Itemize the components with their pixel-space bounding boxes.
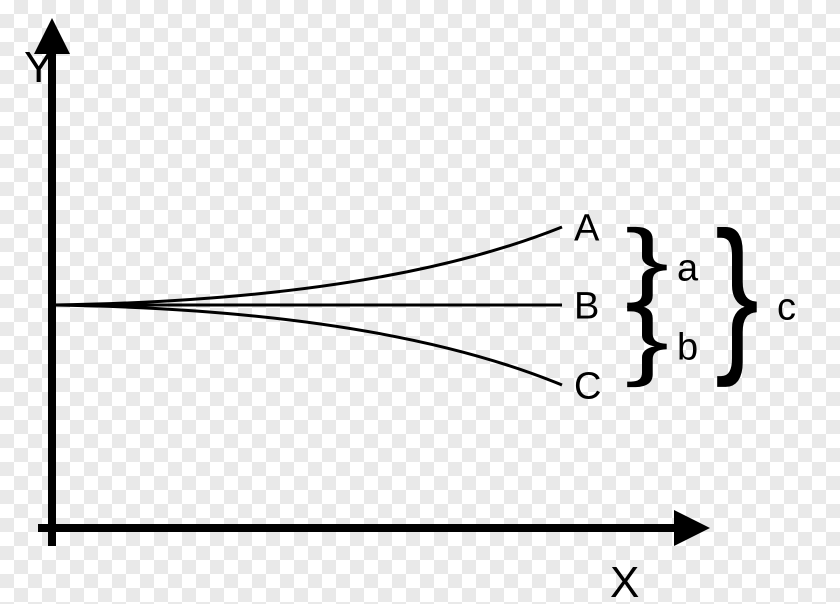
brace-ac: } bbox=[715, 197, 759, 389]
diff-ac-label: c bbox=[777, 286, 796, 328]
curve-a bbox=[54, 227, 562, 305]
diff-bc-label: b bbox=[677, 326, 698, 368]
x-axis-label: X bbox=[610, 558, 639, 604]
diff-ab-label: a bbox=[677, 247, 699, 289]
brace-bc: } bbox=[625, 290, 669, 387]
x-axis-arrowhead bbox=[674, 510, 710, 546]
diagram-svg: Y X A B C } } } a b c bbox=[0, 0, 840, 604]
y-axis bbox=[34, 18, 70, 546]
curve-c bbox=[54, 305, 562, 385]
x-axis bbox=[38, 510, 710, 546]
curve-a-label: A bbox=[574, 207, 600, 249]
y-axis-label: Y bbox=[24, 43, 53, 92]
curve-c-label: C bbox=[574, 365, 601, 407]
curve-b-label: B bbox=[574, 285, 599, 327]
